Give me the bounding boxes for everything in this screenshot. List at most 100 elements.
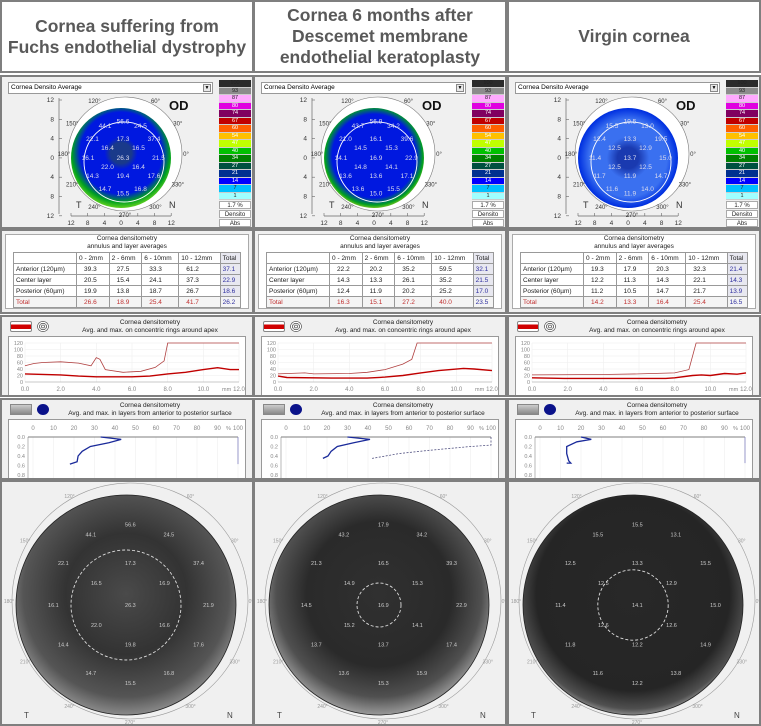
map-type-dropdown[interactable]: Cornea Densito Average ▼ — [261, 82, 466, 94]
scale-mode[interactable]: Densito — [472, 210, 504, 218]
y-tick-label: 0.4 — [270, 454, 278, 460]
degree-label: 150° — [527, 539, 537, 545]
layer-averages-panel: Cornea densitometry annulus and layer ave… — [253, 229, 507, 314]
title-line: Virgin cornea — [578, 26, 690, 46]
image-value: 15.5 — [592, 533, 603, 539]
column-header — [12, 252, 78, 264]
x-tick-label: 4.0 — [599, 387, 608, 393]
scale-abs[interactable]: Abs — [726, 219, 758, 227]
scale-abs[interactable]: Abs — [472, 219, 504, 227]
chevron-down-icon[interactable]: ▼ — [203, 84, 211, 92]
x-axis-label: mm — [222, 387, 232, 393]
cell-value: 39.3 — [76, 263, 110, 275]
scale-abs[interactable]: Abs — [219, 219, 251, 227]
column-header: 10 - 12mm — [685, 252, 728, 264]
series-avg — [322, 436, 371, 459]
degree-label: 210° — [20, 660, 30, 666]
cornea-section-icon[interactable] — [263, 321, 285, 332]
degree-label: 240° — [88, 205, 101, 211]
map-value: 12.4 — [593, 136, 606, 143]
row-label: Center layer — [265, 274, 331, 286]
temporal-label: T — [583, 200, 589, 210]
x-tick-label: 70 — [426, 426, 433, 432]
map-axes: 12 12 8 8 4 4 0 0 4 4 8 8 12 12 90° 60° 30° 0° 330° 300° 270… — [47, 96, 190, 227]
layer-section-icon[interactable] — [263, 404, 285, 415]
y-tick-label: 0.6 — [17, 464, 25, 470]
image-value: 21.9 — [203, 603, 214, 609]
y-tick-label: 0.2 — [524, 445, 532, 451]
column-header — [519, 252, 585, 264]
concentric-rings-icon[interactable] — [544, 321, 556, 332]
color-scale: 100 93 87 80 74 67 60 54 47 40 34 27 21 14 7 1 1.7 % Dens… — [726, 80, 758, 227]
degree-label: 300° — [402, 205, 415, 211]
column-header: Total — [472, 252, 495, 264]
map-value: 14.5 — [354, 145, 367, 152]
image-value: 17.3 — [125, 561, 136, 567]
scale-step: 67 — [219, 117, 251, 125]
nasal-label: N — [227, 711, 233, 720]
x-tick-label: 0 — [284, 426, 288, 432]
eye-label: OD — [676, 98, 696, 113]
scale-step: 67 — [726, 117, 758, 125]
circle-icon[interactable] — [37, 404, 49, 415]
circle-icon[interactable] — [290, 404, 302, 415]
scale-step: 80 — [472, 102, 504, 110]
cornea-section-icon[interactable] — [517, 321, 539, 332]
x-tick: 8 — [153, 220, 157, 227]
map-value: 26.3 — [117, 155, 130, 162]
map-value: 13.0 — [641, 123, 654, 130]
scale-step: 27 — [726, 162, 758, 170]
degree-label: 0° — [690, 152, 696, 158]
layer-chart-panel: Cornea densitometry Avg. and max. in laye… — [507, 398, 761, 480]
degree-label: 150° — [573, 122, 586, 128]
scale-step: 7 — [472, 185, 504, 193]
y-tick: 4 — [50, 136, 54, 143]
image-value: 15.5 — [125, 681, 136, 687]
x-tick-label: 80 — [194, 426, 201, 432]
degree-label: 300° — [692, 704, 702, 710]
scale-step: 74 — [726, 110, 758, 118]
image-value: 14.9 — [700, 643, 711, 649]
cell-value: 27.2 — [394, 296, 433, 308]
map-value: 16.4 — [132, 164, 145, 171]
image-value: 26.3 — [125, 603, 136, 609]
y-tick-label: 0.8 — [270, 473, 278, 479]
eye-label: OD — [422, 98, 442, 113]
zone-circle — [590, 121, 672, 203]
concentric-rings-icon[interactable] — [37, 321, 49, 332]
temporal-label: T — [531, 711, 536, 720]
chevron-down-icon[interactable]: ▼ — [710, 84, 718, 92]
cell-value: 13.3 — [615, 296, 650, 308]
x-tick-label: 50 — [385, 426, 392, 432]
image-value: 22.0 — [91, 623, 102, 629]
scale-mode[interactable]: Densito — [726, 210, 758, 218]
table-row: Total 26.6 18.9 25.4 41.7 26.2 — [12, 296, 242, 308]
concentric-rings-icon[interactable] — [290, 321, 302, 332]
map-axes: 12 12 8 8 4 4 0 0 4 4 8 8 12 12 90° 60° 30° 0° 330° 300° 270… — [300, 96, 443, 227]
cell-value: 40.0 — [431, 296, 474, 308]
map-value: 17.6 — [148, 173, 161, 180]
y-tick: 8 — [303, 116, 307, 123]
inner-zone-circle — [597, 569, 669, 641]
x-tick-label: 80 — [447, 426, 454, 432]
layer-section-icon[interactable] — [517, 404, 539, 415]
column-header: Total — [726, 252, 749, 264]
chart-title: Cornea densitometry — [626, 402, 688, 409]
circle-icon[interactable] — [544, 404, 556, 415]
y-tick: 8 — [557, 116, 561, 123]
temporal-label: T — [329, 200, 335, 210]
map-type-dropdown[interactable]: Cornea Densito Average ▼ — [8, 82, 213, 94]
scale-step: 1 — [726, 192, 758, 200]
layer-averages-panel: Cornea densitometry annulus and layer ave… — [0, 229, 254, 314]
image-value: 12.9 — [666, 581, 677, 587]
chevron-down-icon[interactable]: ▼ — [456, 84, 464, 92]
cornea-section-icon[interactable] — [10, 321, 32, 332]
scale-mode[interactable]: Densito — [219, 210, 251, 218]
x-tick-label: 20 — [324, 426, 331, 432]
image-value: 12.2 — [632, 681, 643, 687]
x-tick-label: 70 — [680, 426, 687, 432]
layer-section-icon[interactable] — [10, 404, 32, 415]
map-type-dropdown[interactable]: Cornea Densito Average ▼ — [515, 82, 720, 94]
y-tick: 12 — [554, 213, 562, 220]
